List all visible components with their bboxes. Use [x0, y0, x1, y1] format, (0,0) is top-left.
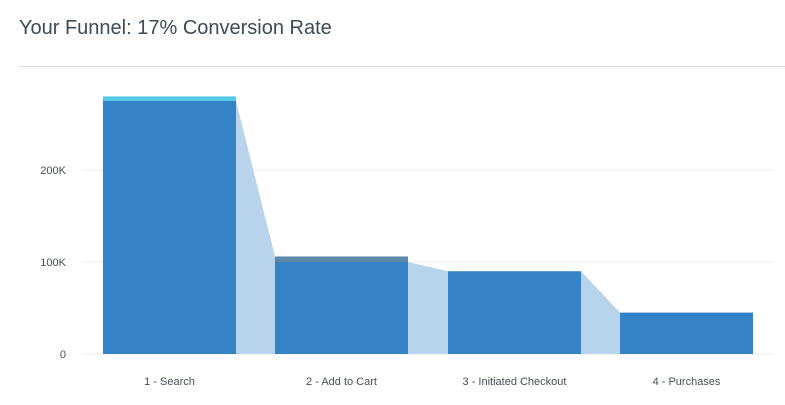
funnel-bar[interactable]	[448, 271, 581, 354]
x-axis-label: 1 - Search	[144, 376, 195, 388]
funnel-connector	[236, 101, 275, 354]
title-divider	[19, 66, 785, 67]
funnel-bar[interactable]	[275, 262, 408, 354]
funnel-connector	[408, 262, 448, 354]
y-tick-label: 0	[60, 349, 66, 361]
x-axis-label: 4 - Purchases	[653, 376, 721, 388]
x-axis-labels: 1 - Search 2 - Add to Cart 3 - Initiated C…	[144, 376, 721, 388]
y-tick-label: 100K	[40, 257, 66, 269]
chart-title: Your Funnel: 17% Conversion Rate	[19, 17, 332, 39]
funnel-connectors	[236, 101, 620, 354]
y-tick-label: 200K	[40, 165, 66, 177]
y-axis-ticks: 0 100K 200K	[40, 165, 66, 361]
funnel-bar-cap	[103, 96, 236, 101]
funnel-bars	[103, 96, 753, 354]
funnel-bar-cap	[275, 256, 408, 262]
x-axis-label: 2 - Add to Cart	[306, 376, 377, 388]
funnel-bar[interactable]	[620, 312, 753, 354]
funnel-connector	[581, 271, 620, 354]
funnel-bar[interactable]	[103, 101, 236, 354]
x-axis-label: 3 - Initiated Checkout	[463, 376, 567, 388]
